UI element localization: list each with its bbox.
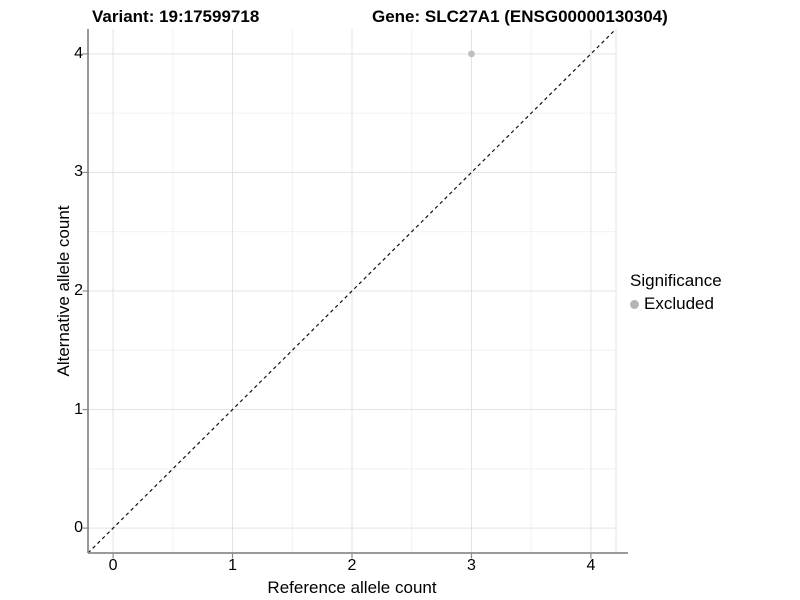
legend: Significance Excluded — [630, 271, 722, 314]
plot-panel — [82, 29, 628, 559]
y-axis-title: Alternative allele count — [54, 205, 73, 377]
x-tick-label: 4 — [586, 557, 596, 574]
y-tick-label: 4 — [74, 44, 83, 62]
x-tick-label: 1 — [228, 557, 237, 574]
y-tick-label: 1 — [74, 400, 83, 418]
y-tick-label: 3 — [74, 163, 83, 181]
y-tick-label: 2 — [74, 282, 83, 299]
legend-item-label: Excluded — [644, 294, 714, 313]
y-tick-label: 0 — [74, 519, 83, 537]
x-axis-title: Reference allele count — [267, 578, 437, 597]
x-tick-label: 3 — [467, 557, 476, 574]
gene-title: Gene: SLC27A1 (ENSG00000130304) — [372, 7, 668, 26]
legend-items: Excluded — [630, 294, 722, 314]
data-point — [468, 50, 475, 58]
x-tick-label: 2 — [347, 557, 357, 574]
variant-title: Variant: 19:17599718 — [92, 7, 260, 26]
legend-item: Excluded — [630, 294, 722, 314]
identity-reference-line — [87, 29, 617, 554]
legend-title: Significance — [630, 271, 722, 290]
legend-marker-icon — [630, 299, 639, 309]
x-tick-label: 0 — [108, 557, 118, 574]
